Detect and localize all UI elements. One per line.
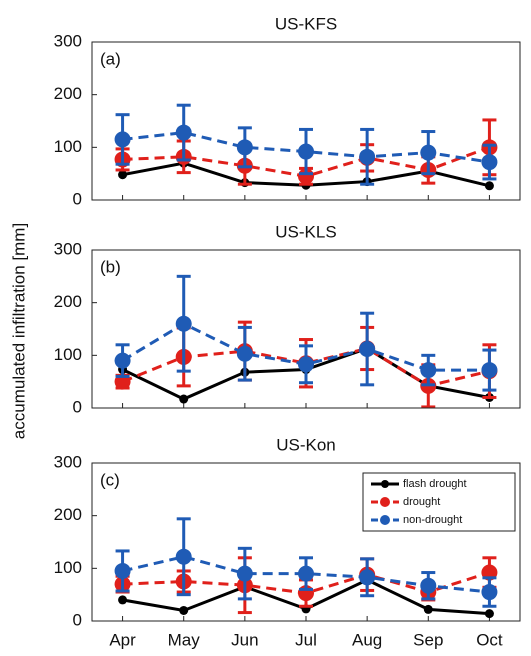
x-tick-label: Oct [476, 630, 503, 649]
marker [118, 170, 128, 180]
marker [236, 139, 253, 156]
marker [175, 315, 192, 332]
marker [179, 605, 189, 615]
y-tick-label: 300 [54, 452, 82, 471]
panel-title: US-Kon [276, 435, 336, 454]
legend-marker [380, 497, 390, 507]
marker [114, 131, 131, 148]
marker [359, 341, 376, 358]
y-axis-label: accumulated infiltration [mm] [9, 223, 28, 439]
y-tick-label: 200 [54, 84, 82, 103]
marker [420, 362, 437, 379]
marker [359, 569, 376, 586]
marker [420, 144, 437, 161]
marker [423, 604, 433, 614]
marker [420, 577, 437, 594]
y-tick-label: 200 [54, 292, 82, 311]
y-tick-label: 300 [54, 239, 82, 258]
x-tick-label: Jul [295, 630, 317, 649]
legend-marker [381, 480, 389, 488]
legend-label: non-drought [403, 514, 462, 526]
x-tick-label: Jun [231, 630, 258, 649]
axes-frame [91, 41, 521, 201]
marker [175, 124, 192, 141]
x-tick-label: Apr [109, 630, 136, 649]
y-tick-label: 0 [73, 189, 82, 208]
panel-annotation: (a) [100, 49, 121, 68]
x-tick-label: Aug [352, 630, 382, 649]
marker [481, 584, 498, 601]
marker [481, 154, 498, 171]
marker [484, 181, 494, 191]
x-tick-label: May [168, 630, 201, 649]
panel-title: US-KFS [275, 14, 337, 33]
marker [298, 143, 314, 160]
marker [114, 352, 131, 369]
marker [175, 548, 192, 565]
axes-frame [91, 462, 521, 622]
y-tick-label: 100 [54, 137, 82, 156]
marker [359, 148, 376, 165]
y-tick-label: 100 [54, 345, 82, 364]
y-tick-label: 0 [73, 397, 82, 416]
y-tick-label: 0 [73, 610, 82, 629]
marker [236, 565, 253, 582]
marker [481, 362, 498, 379]
legend-label: drought [403, 496, 440, 508]
x-tick-label: Sep [413, 630, 443, 649]
y-tick-label: 200 [54, 505, 82, 524]
marker [236, 345, 253, 362]
marker [298, 356, 314, 373]
marker [179, 394, 189, 404]
legend: flash drought drought non-drought [362, 472, 516, 532]
marker [484, 609, 494, 619]
panel-annotation: (c) [100, 470, 120, 489]
y-tick-label: 300 [54, 31, 82, 50]
panel-annotation: (b) [100, 257, 121, 276]
axes-frame [91, 249, 521, 409]
marker [118, 595, 128, 605]
y-tick-label: 100 [54, 558, 82, 577]
panel-title: US-KLS [275, 222, 336, 241]
marker [298, 565, 314, 582]
legend-marker [380, 515, 390, 525]
legend-label: flash drought [403, 478, 467, 490]
marker [114, 562, 131, 579]
